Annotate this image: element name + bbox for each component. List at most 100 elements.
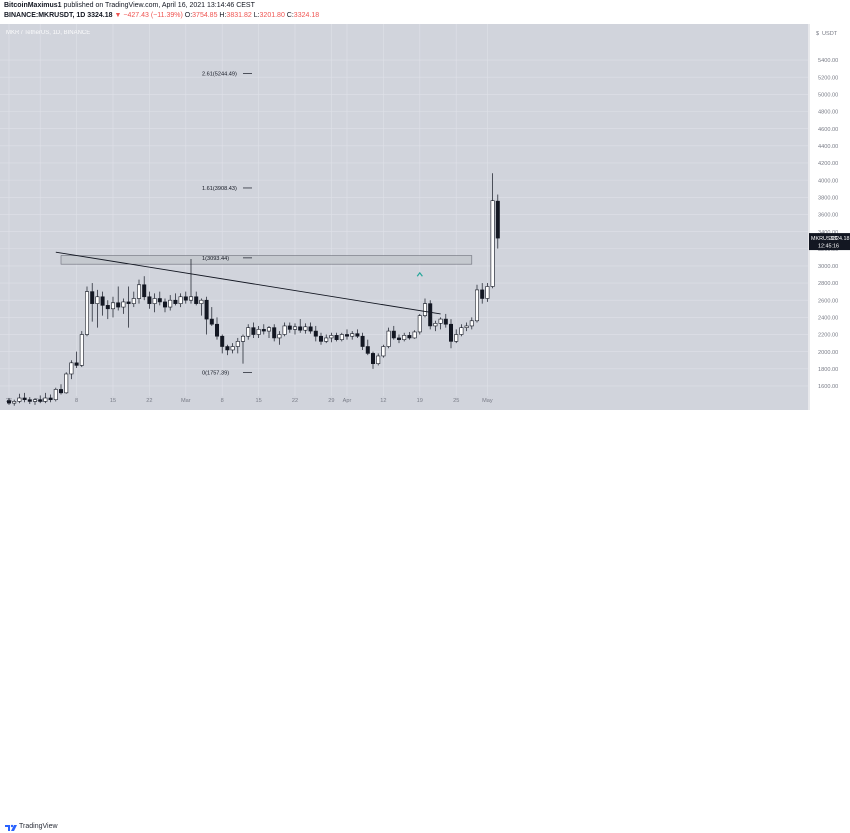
candle — [100, 291, 105, 316]
candle-body-down — [7, 400, 12, 404]
candle — [251, 322, 256, 338]
candle — [464, 322, 469, 332]
candle — [350, 331, 355, 340]
candle-body-up — [485, 286, 490, 299]
candle-body-up — [386, 330, 391, 347]
candle — [417, 313, 422, 335]
candle — [53, 387, 58, 402]
candle-body-down — [308, 326, 313, 332]
candle-body-up — [178, 296, 183, 304]
last-price-symbol: MKRUSDT — [811, 236, 838, 242]
candle-body-down — [365, 346, 370, 354]
candle — [137, 279, 142, 304]
candle — [298, 319, 303, 333]
candle-body-up — [339, 334, 344, 340]
candle-body-up — [256, 329, 261, 335]
candle-body-down — [27, 399, 32, 402]
x-tick-label: 15 — [110, 398, 116, 404]
candle — [95, 289, 100, 328]
candle-body-down — [448, 323, 453, 342]
candle — [230, 343, 235, 354]
candle — [474, 284, 479, 323]
candle — [189, 259, 194, 304]
candle — [152, 293, 157, 313]
candle — [428, 300, 433, 330]
open-value: 3754.85 — [192, 12, 218, 19]
chart-title: MKR / TetherUS, 1D, BINANCE — [6, 30, 90, 36]
candle-body-up — [85, 291, 90, 335]
candle — [194, 291, 199, 306]
tradingview-brand[interactable]: TradingView — [19, 823, 58, 830]
open-label: O: — [184, 12, 193, 19]
candle-body-up — [111, 302, 116, 310]
candlestick-chart[interactable]: 1600.00 1800.00 2000.00 2200.00 2400.00 2600.… — [0, 24, 850, 410]
candle-body-down — [495, 200, 500, 239]
y-tick-label: 4000.00 — [818, 178, 838, 184]
x-tick-label: Apr — [343, 398, 352, 404]
low-value: 3201.80 — [259, 12, 285, 19]
candle — [235, 337, 240, 354]
candle — [90, 283, 95, 322]
candle-body-down — [443, 318, 448, 325]
candle — [157, 291, 162, 306]
candle-body-down — [298, 326, 303, 331]
candle-body-down — [251, 327, 256, 335]
author-name[interactable]: BitcoinMaximus1 — [4, 2, 62, 9]
candle — [22, 392, 27, 403]
x-tick-label: 22 — [146, 398, 152, 404]
candle — [246, 324, 251, 340]
candle — [173, 293, 178, 306]
fib-level-label: 1(3093.44) — [202, 256, 229, 262]
candle-body-down — [287, 325, 292, 330]
close-value: 3324.18 — [293, 12, 320, 19]
candle-body-up — [277, 334, 282, 339]
symbol-line: BINANCE:MKRUSDT, 1D — [4, 12, 86, 19]
candle — [365, 339, 370, 356]
candle-body-up — [121, 301, 126, 308]
candle — [334, 332, 339, 342]
last-price: 3324.18 — [87, 12, 113, 19]
candle — [282, 322, 287, 337]
chart-area[interactable]: 1600.00 1800.00 2000.00 2200.00 2400.00 2600.… — [0, 24, 850, 410]
candle — [220, 334, 225, 354]
candle — [495, 194, 500, 249]
currency-icon: $ — [816, 31, 820, 37]
low-label: L: — [253, 12, 260, 19]
candle — [266, 325, 271, 338]
candle — [303, 323, 308, 334]
candle — [386, 327, 391, 349]
tradingview-logo-icon — [5, 824, 17, 831]
candle-body-down — [183, 296, 188, 301]
candle — [407, 331, 412, 340]
candle-body-down — [313, 330, 318, 337]
candle-body-down — [157, 298, 162, 303]
candle — [48, 394, 53, 403]
x-tick-label: 15 — [255, 398, 261, 404]
candle — [256, 325, 261, 338]
candle-body-up — [292, 326, 297, 330]
candle — [438, 317, 443, 330]
candle-body-up — [131, 298, 136, 304]
candle — [178, 293, 183, 308]
candle-body-up — [168, 299, 173, 308]
y-unit-label: USDT — [822, 31, 838, 37]
last-price-badge — [809, 233, 850, 251]
x-tick-label: Mar — [181, 398, 191, 404]
y-tick-label: 1800.00 — [818, 367, 838, 373]
candle-body-up — [350, 333, 355, 337]
candle — [225, 344, 230, 356]
candle — [69, 360, 74, 380]
price-axis-background — [809, 24, 850, 410]
fib-level-label: 1.61(3908.43) — [202, 186, 237, 192]
y-tick-label: 2000.00 — [818, 350, 838, 356]
candle-body-down — [220, 335, 225, 347]
candle-body-up — [152, 298, 157, 304]
candle-body-down — [90, 291, 95, 304]
candle — [272, 324, 277, 342]
candle — [344, 329, 349, 340]
candle — [402, 332, 407, 342]
candle — [490, 173, 495, 289]
resistance-zone — [60, 255, 473, 265]
candle — [381, 344, 386, 358]
x-tick-label: 22 — [292, 398, 298, 404]
